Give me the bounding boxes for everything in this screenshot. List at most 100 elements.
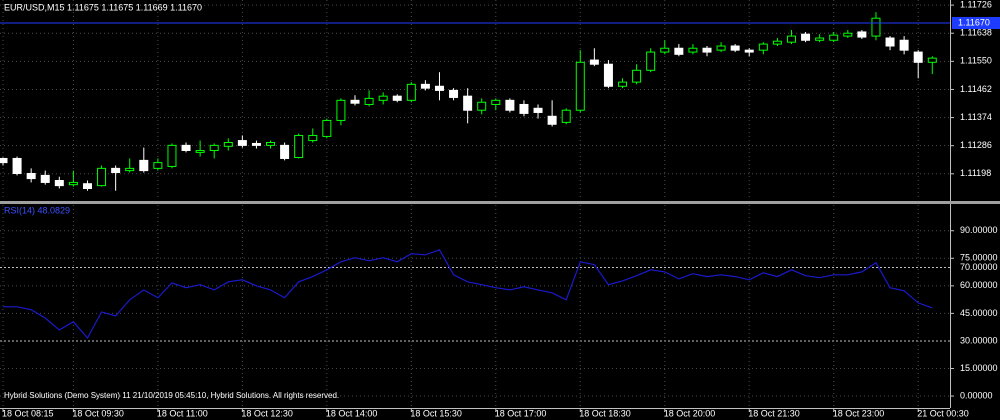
candle-body: [40, 174, 50, 183]
candle-body: [97, 167, 107, 187]
candle-body: [519, 103, 529, 114]
candle-body: [632, 69, 642, 83]
x-tick-label: 18 Oct 18:30: [579, 408, 631, 418]
x-tick-label: 18 Oct 21:30: [748, 408, 800, 418]
x-tick-label: 18 Oct 08:15: [2, 408, 54, 418]
candle-body: [82, 183, 92, 189]
level-label: 30.00000: [960, 335, 998, 345]
candle-body: [463, 95, 473, 111]
x-tick-label: 18 Oct 12:30: [241, 408, 293, 418]
candle-body: [68, 181, 78, 186]
candle-body: [0, 157, 8, 164]
candle-body: [477, 101, 487, 111]
candle-body: [350, 99, 360, 104]
candle-body: [786, 35, 796, 43]
candle-body: [730, 45, 740, 51]
y-tick-label: 1.11462: [960, 84, 992, 94]
y-tick-label: 90.00000: [960, 225, 998, 235]
x-tick-label: 18 Oct 15:30: [410, 408, 462, 418]
candle-body: [181, 144, 191, 151]
candle-body: [758, 43, 768, 51]
candle-body: [829, 34, 839, 41]
footer: Hybrid Solutions (Demo System) 11 21/10/…: [4, 391, 339, 400]
candle-body: [322, 119, 332, 137]
candle-body: [533, 107, 543, 113]
candle-body: [54, 180, 64, 187]
candle-body: [801, 33, 811, 41]
y-tick-label: 1.11726: [960, 0, 992, 9]
candle-body: [266, 141, 276, 146]
candle-body: [660, 47, 670, 53]
candle-body: [26, 172, 36, 180]
candle-body: [702, 47, 712, 53]
indicator-title: RSI(14) 48.0829: [4, 205, 70, 215]
candle-body: [618, 81, 628, 87]
x-tick-label: 18 Oct 14:00: [326, 408, 378, 418]
candle-body: [575, 61, 585, 111]
candle-body: [294, 134, 304, 159]
y-tick-label: 1.11198: [960, 168, 991, 178]
candle-body: [251, 142, 261, 146]
y-tick-label: 1.11374: [960, 112, 992, 122]
candle-body: [871, 17, 881, 37]
marks: [0, 12, 950, 340]
current-price-box: [952, 17, 1000, 30]
y-tick-label: 60.00000: [960, 280, 998, 290]
x-tick-label: 18 Oct 17:00: [495, 408, 547, 418]
candle-body: [646, 51, 656, 71]
y-tick-label: 15.00000: [960, 363, 998, 373]
candle-body: [434, 85, 444, 91]
candle-body: [12, 157, 22, 174]
candle-body: [237, 140, 247, 146]
candle-body: [716, 45, 726, 51]
x-tick-label: 18 Oct 09:30: [72, 408, 124, 418]
candle-body: [153, 162, 163, 169]
candle-body: [547, 115, 557, 125]
candle-body: [688, 47, 698, 53]
candle-body: [589, 59, 599, 65]
candle-body: [195, 149, 205, 153]
current-price-label: 1.11670: [958, 17, 990, 27]
y-tick-label: 1.11550: [960, 56, 992, 66]
y-tick-label: 1.11286: [960, 140, 992, 150]
candle-body: [674, 47, 684, 55]
candle-body: [336, 99, 346, 121]
candle-body: [167, 144, 177, 167]
x-tick-label: 21 Oct 00:30: [917, 408, 969, 418]
candle-body: [111, 167, 121, 174]
candle-body: [927, 57, 937, 63]
candle-body: [885, 37, 895, 47]
candle-body: [406, 83, 416, 101]
x-tick-label: 18 Oct 23:00: [833, 408, 885, 418]
candle-body: [561, 109, 571, 123]
candle-body: [505, 99, 515, 111]
x-tick-label: 18 Oct 11:00: [157, 408, 208, 418]
candle-body: [913, 51, 923, 63]
y-tick-label: 45.00000: [960, 308, 998, 318]
rsi-line: [3, 249, 933, 340]
candle-body: [899, 39, 909, 51]
candle-body: [378, 95, 388, 101]
candle-body: [125, 167, 135, 172]
candle-body: [209, 144, 219, 151]
candle-body: [139, 159, 149, 172]
candle-body: [364, 97, 374, 105]
candle-body: [772, 40, 782, 45]
candle-body: [420, 83, 430, 89]
y-tick-label: 75.00000: [960, 253, 998, 263]
x-tick-label: 18 Oct 20:00: [664, 408, 716, 418]
candle-body: [223, 141, 233, 147]
candle-body: [280, 144, 290, 159]
candle-body: [449, 89, 459, 98]
candle-body: [843, 32, 853, 37]
y-tick-label: 0.00000: [960, 390, 993, 400]
candle-body: [744, 49, 754, 53]
candle-body: [392, 95, 402, 101]
candle-body: [603, 63, 613, 87]
y-tick-label: 1.11638: [960, 28, 992, 38]
chart-title: EUR/USD,M15 1.11675 1.11675 1.11669 1.11…: [4, 2, 202, 12]
candle-body: [491, 99, 501, 105]
